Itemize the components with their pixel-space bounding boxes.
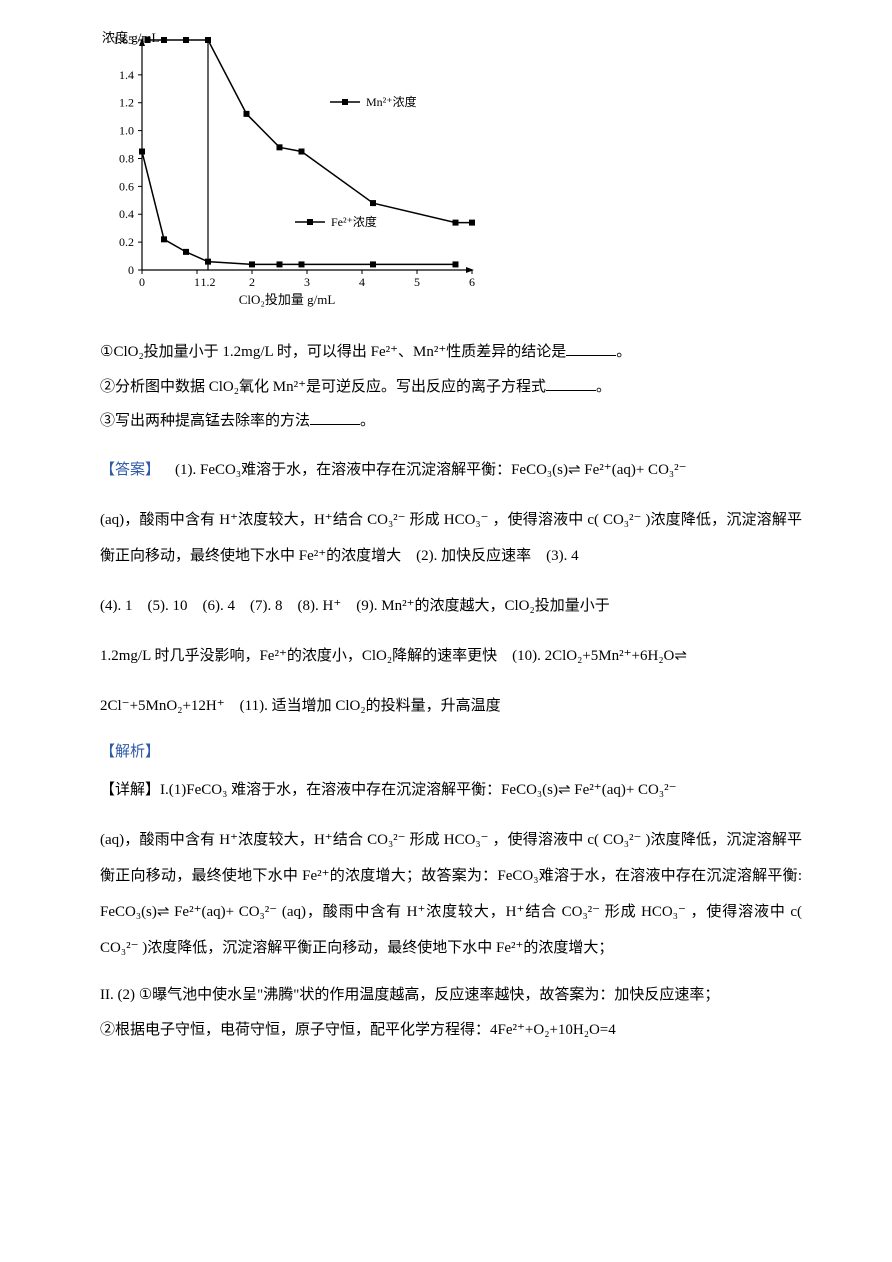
a11: (11). 适当增加 ClO₂的投料量，升高温度 <box>240 698 501 714</box>
answer-block-4: 2Cl⁻+5MnO₂+12H⁺ (11). 适当增加 ClO₂的投料量，升高温度 <box>100 688 802 724</box>
blank-1 <box>566 341 616 356</box>
question-1: ①ClO₂投加量小于 1.2mg/L 时，可以得出 Fe²⁺、Mn²⁺性质差异的… <box>100 338 802 367</box>
a10b: 2Cl⁻+5MnO₂+12H⁺ <box>100 698 225 714</box>
detail-1a: 【详解】I.(1)FeCO₃ 难溶于水，在溶液中存在沉淀溶解平衡：FeCO₃(s… <box>100 772 802 808</box>
svg-text:5: 5 <box>414 275 420 289</box>
answer-block-1b: (aq)，酸雨中含有 H⁺浓度较大，H⁺结合 CO₃²⁻ 形成 HCO₃⁻ ，使… <box>100 502 802 574</box>
svg-text:Fe²⁺浓度: Fe²⁺浓度 <box>331 214 377 229</box>
a6: (6). 4 <box>203 598 236 614</box>
svg-text:2: 2 <box>249 275 255 289</box>
answer-block-3: 1.2mg/L 时几乎没影响，Fe²⁺的浓度小，ClO₂降解的速率更快 (10)… <box>100 638 802 674</box>
jiexi-label: 【解析】 <box>100 744 160 760</box>
a5: (5). 10 <box>148 598 188 614</box>
svg-text:1.2: 1.2 <box>119 96 134 110</box>
svg-text:1.4: 1.4 <box>119 68 134 82</box>
svg-text:6: 6 <box>469 275 475 289</box>
svg-text:4: 4 <box>359 275 365 289</box>
answer-block-1: 【答案】 (1). FeCO₃难溶于水，在溶液中存在沉淀溶解平衡：FeCO₃(s… <box>100 452 802 488</box>
svg-text:0: 0 <box>128 263 134 277</box>
d2a: II. (2) ①曝气池中使水呈"沸腾"状的作用温度越高，反应速率越快，故答案为… <box>100 987 719 1003</box>
blank-2 <box>546 376 596 391</box>
q1-text: ①ClO₂投加量小于 1.2mg/L 时，可以得出 Fe²⁺、Mn²⁺性质差异的… <box>100 344 566 360</box>
svg-text:0.2: 0.2 <box>119 235 134 249</box>
svg-text:ClO₂投加量 g/mL: ClO₂投加量 g/mL <box>239 292 336 307</box>
svg-text:Mn²⁺浓度: Mn²⁺浓度 <box>366 94 417 109</box>
svg-text:0.6: 0.6 <box>119 179 134 193</box>
d1a: I.(1)FeCO₃ 难溶于水，在溶液中存在沉淀溶解平衡：FeCO₃(s)⇌ F… <box>160 782 677 798</box>
answer-label: 【答案】 <box>100 462 160 478</box>
a3: (3). 4 <box>546 548 579 564</box>
detail-2b: ②根据电子守恒，电荷守恒，原子守恒，配平化学方程得：4Fe²⁺+O₂+10H₂O… <box>100 1016 802 1045</box>
a4: (4). 1 <box>100 598 133 614</box>
svg-text:1.65: 1.65 <box>113 33 134 47</box>
question-3: ③写出两种提高锰去除率的方法。 <box>100 407 802 436</box>
chart-svg: 浓度 g/mL00.20.40.60.81.01.21.41.650123456… <box>70 30 490 320</box>
answer-block-2: (4). 1 (5). 10 (6). 4 (7). 8 (8). H⁺ (9)… <box>100 588 802 624</box>
d1b: (aq)，酸雨中含有 H⁺浓度较大，H⁺结合 CO₃²⁻ 形成 HCO₃⁻ ，使… <box>100 832 802 956</box>
a10: (10). 2ClO₂+5Mn²⁺+6H₂O⇌ <box>512 648 687 664</box>
svg-text:0.8: 0.8 <box>119 151 134 165</box>
a8: (8). H⁺ <box>298 598 342 614</box>
jiexi-line: 【解析】 <box>100 738 802 767</box>
a7: (7). 8 <box>250 598 283 614</box>
concentration-chart: 浓度 g/mL00.20.40.60.81.01.21.41.650123456… <box>70 30 490 320</box>
svg-text:3: 3 <box>304 275 310 289</box>
q3-text: ③写出两种提高锰去除率的方法 <box>100 413 310 429</box>
question-2: ②分析图中数据 ClO₂氧化 Mn²⁺是可逆反应。写出反应的离子方程式。 <box>100 373 802 402</box>
q2-text: ②分析图中数据 ClO₂氧化 Mn²⁺是可逆反应。写出反应的离子方程式 <box>100 379 546 395</box>
a2: (2). 加快反应速率 <box>416 548 531 564</box>
chart-container: 浓度 g/mL00.20.40.60.81.01.21.41.650123456… <box>70 30 802 320</box>
detail-2a: II. (2) ①曝气池中使水呈"沸腾"状的作用温度越高，反应速率越快，故答案为… <box>100 980 802 1010</box>
a9: (9). Mn²⁺的浓度越大，ClO₂投加量小于 <box>356 598 609 614</box>
svg-text:1.2: 1.2 <box>201 275 216 289</box>
xiangjie-label: 【详解】 <box>100 782 160 798</box>
detail-1b: (aq)，酸雨中含有 H⁺浓度较大，H⁺结合 CO₃²⁻ 形成 HCO₃⁻ ，使… <box>100 822 802 966</box>
a9b: 1.2mg/L 时几乎没影响，Fe²⁺的浓度小，ClO₂降解的速率更快 <box>100 648 497 664</box>
d2b: ②根据电子守恒，电荷守恒，原子守恒，配平化学方程得：4Fe²⁺+O₂+10H₂O… <box>100 1022 616 1038</box>
svg-text:1: 1 <box>194 275 200 289</box>
svg-text:1.0: 1.0 <box>119 124 134 138</box>
a1: (1). FeCO₃难溶于水，在溶液中存在沉淀溶解平衡：FeCO₃(s)⇌ Fe… <box>175 462 687 478</box>
svg-text:0: 0 <box>139 275 145 289</box>
blank-3 <box>310 410 360 425</box>
svg-text:0.4: 0.4 <box>119 207 134 221</box>
